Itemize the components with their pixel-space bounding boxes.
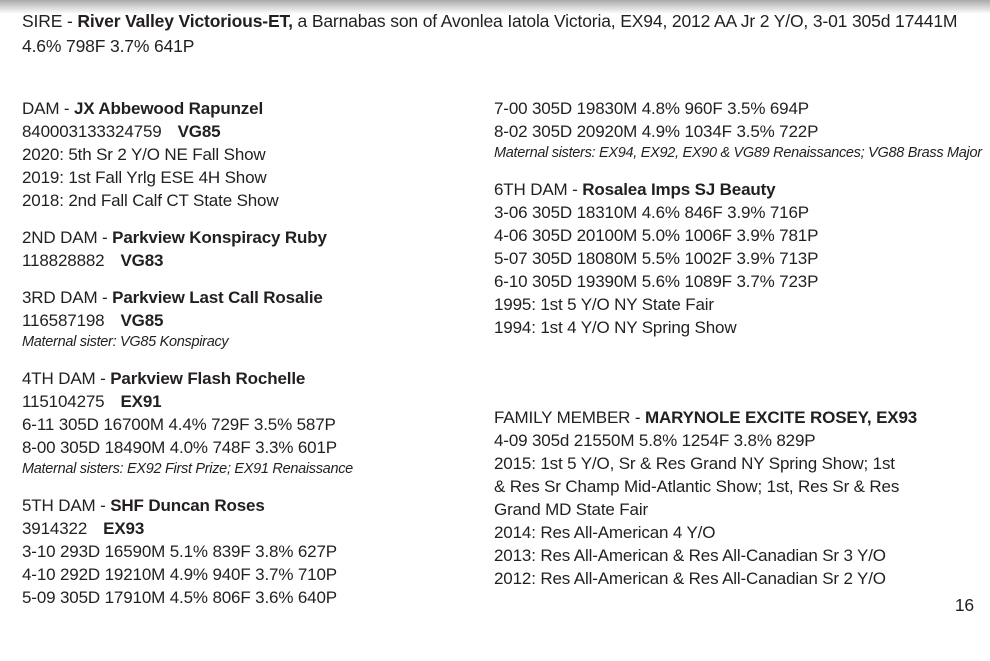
- left-column: DAM - JX Abbewood Rapunzel 8400031333247…: [22, 97, 484, 623]
- family-member-section: FAMILY MEMBER - MARYNOLE EXCITE ROSEY, E…: [494, 406, 976, 590]
- show-record-line: Grand MD State Fair: [494, 500, 648, 519]
- dam-name: JX Abbewood Rapunzel: [73, 99, 264, 118]
- registration-number: 115104275: [22, 392, 105, 411]
- right-column: 7-00 305D 19830M 4.8% 960F 3.5% 694P 8-0…: [494, 97, 982, 604]
- show-record-line: 2012: Res All-American & Res All-Canadia…: [494, 569, 886, 588]
- lactation-record-line: 8-00 305D 18490M 4.0% 748F 3.3% 601P: [22, 438, 337, 457]
- lactation-record-line: 3-06 305D 18310M 4.6% 846F 3.9% 716P: [494, 203, 809, 222]
- show-record-line: 2013: Res All-American & Res All-Canadia…: [494, 546, 886, 565]
- appraisal-score: VG83: [120, 251, 164, 270]
- registration-number: 118828882: [22, 251, 105, 270]
- show-record-line: 2020: 5th Sr 2 Y/O NE Fall Show: [22, 145, 266, 164]
- appraisal-score: VG85: [177, 122, 221, 141]
- registration-line: 115104275 EX91: [22, 390, 484, 413]
- registration-number: 3914322: [22, 519, 88, 538]
- dam-label: 5TH DAM -: [22, 496, 111, 515]
- show-record-line: 1995: 1st 5 Y/O NY State Fair: [494, 295, 714, 314]
- lactation-record-line: 4-06 305D 20100M 5.0% 1006F 3.9% 781P: [494, 226, 819, 245]
- section-header: 3RD DAM - Parkview Last Call Rosalie: [22, 286, 484, 309]
- dam-label: 4TH DAM -: [22, 369, 111, 388]
- dam-label: DAM -: [22, 99, 74, 118]
- registration-line: 840003133324759 VG85: [22, 120, 484, 143]
- show-record-line: 2018: 2nd Fall Calf CT State Show: [22, 191, 279, 210]
- dam-label: 2ND DAM -: [22, 228, 113, 247]
- maternal-sisters-note: Maternal sisters: EX94, EX92, EX90 & VG8…: [494, 145, 982, 161]
- section-header: DAM - JX Abbewood Rapunzel: [22, 97, 484, 120]
- appraisal-score: EX91: [120, 392, 162, 411]
- lactation-record-line: 3-10 293D 16590M 5.1% 839F 3.8% 627P: [22, 542, 337, 561]
- sire-summary: SIRE - River Valley Victorious-ET, a Bar…: [22, 9, 962, 59]
- fifth-dam-continued-section: 7-00 305D 19830M 4.8% 960F 3.5% 694P 8-0…: [494, 97, 982, 164]
- family-member-label: FAMILY MEMBER -: [494, 408, 645, 427]
- maternal-sisters-note: Maternal sisters: EX92 First Prize; EX91…: [22, 461, 353, 477]
- page-number: 16: [954, 595, 974, 615]
- registration-line: 3914322 EX93: [22, 517, 484, 540]
- section-header: 4TH DAM - Parkview Flash Rochelle: [22, 367, 484, 390]
- section-header: FAMILY MEMBER - MARYNOLE EXCITE ROSEY, E…: [494, 406, 976, 429]
- appraisal-score: EX93: [103, 519, 145, 538]
- show-record-line: 2014: Res All-American 4 Y/O: [494, 523, 716, 542]
- fourth-dam-section: 4TH DAM - Parkview Flash Rochelle 115104…: [22, 367, 484, 480]
- show-record-line: 1994: 1st 4 Y/O NY Spring Show: [494, 318, 737, 337]
- sire-label: SIRE -: [22, 11, 78, 31]
- sixth-dam-section: 6TH DAM - Rosalea Imps SJ Beauty 3-06 30…: [494, 178, 976, 339]
- section-header: 6TH DAM - Rosalea Imps SJ Beauty: [494, 178, 976, 201]
- third-dam-section: 3RD DAM - Parkview Last Call Rosalie 116…: [22, 286, 484, 353]
- show-record-line: 2019: 1st Fall Yrlg ESE 4H Show: [22, 168, 267, 187]
- registration-number: 116587198: [22, 311, 105, 330]
- show-record-line: & Res Sr Champ Mid-Atlantic Show; 1st, R…: [494, 477, 900, 496]
- family-member-name: MARYNOLE EXCITE ROSEY, EX93: [644, 408, 918, 427]
- lactation-record-line: 5-09 305D 17910M 4.5% 806F 3.6% 640P: [22, 588, 337, 607]
- registration-line: 116587198 VG85: [22, 309, 484, 332]
- dam-label: 3RD DAM -: [22, 288, 113, 307]
- dam-name: Rosalea Imps SJ Beauty: [582, 180, 776, 199]
- lactation-record-line: 4-09 305d 21550M 5.8% 1254F 3.8% 829P: [494, 431, 816, 450]
- section-header: 2ND DAM - Parkview Konspiracy Ruby: [22, 226, 484, 249]
- show-record-line: 2015: 1st 5 Y/O, Sr & Res Grand NY Sprin…: [494, 454, 895, 473]
- dam-section: DAM - JX Abbewood Rapunzel 8400031333247…: [22, 97, 484, 212]
- section-header: 5TH DAM - SHF Duncan Roses: [22, 494, 484, 517]
- lactation-record-line: 6-10 305D 19390M 5.6% 1089F 3.7% 723P: [494, 272, 819, 291]
- registration-line: 118828882 VG83: [22, 249, 484, 272]
- lactation-record-line: 6-11 305D 16700M 4.4% 729F 3.5% 587P: [22, 415, 336, 434]
- sire-description: a Barnabas son of Avonlea Iatola Victori…: [22, 11, 958, 56]
- dam-name: Parkview Konspiracy Ruby: [112, 228, 327, 247]
- second-dam-section: 2ND DAM - Parkview Konspiracy Ruby 11882…: [22, 226, 484, 272]
- dam-label: 6TH DAM -: [494, 180, 583, 199]
- lactation-record-line: 5-07 305D 18080M 5.5% 1002F 3.9% 713P: [494, 249, 819, 268]
- maternal-sisters-note: Maternal sister: VG85 Konspiracy: [22, 334, 229, 350]
- fifth-dam-section: 5TH DAM - SHF Duncan Roses 3914322 EX93 3…: [22, 494, 484, 609]
- dam-name: SHF Duncan Roses: [110, 496, 265, 515]
- appraisal-score: VG85: [120, 311, 164, 330]
- lactation-record-line: 4-10 292D 19210M 4.9% 940F 3.7% 710P: [22, 565, 337, 584]
- dam-name: Parkview Last Call Rosalie: [112, 288, 323, 307]
- page-top-gradient: [0, 0, 990, 14]
- lactation-record-line: 8-02 305D 20920M 4.9% 1034F 3.5% 722P: [494, 122, 819, 141]
- sire-name: River Valley Victorious-ET,: [77, 11, 293, 31]
- dam-name: Parkview Flash Rochelle: [110, 369, 306, 388]
- lactation-record-line: 7-00 305D 19830M 4.8% 960F 3.5% 694P: [494, 99, 809, 118]
- registration-number: 840003133324759: [22, 122, 162, 141]
